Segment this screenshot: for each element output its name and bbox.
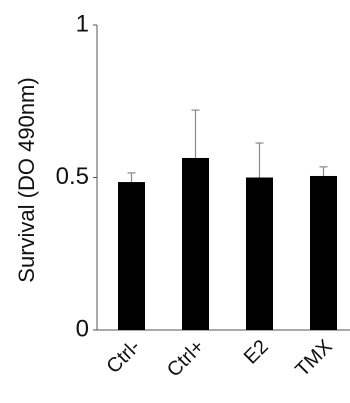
bar (182, 157, 209, 330)
y-tick-label: 0 (76, 315, 89, 342)
x-tick-label: Ctrl- (103, 336, 145, 378)
x-tick-label: TMX (291, 336, 336, 381)
bar (118, 182, 145, 330)
bar (310, 175, 337, 330)
x-tick-label: E2 (240, 336, 273, 369)
bar (246, 177, 273, 330)
x-tick-label: Ctrl+ (163, 336, 209, 382)
y-tick-label: 1 (76, 10, 89, 37)
y-tick-label: 0.5 (56, 163, 89, 190)
y-axis-label: Survival (DO 490nm) (14, 77, 39, 282)
